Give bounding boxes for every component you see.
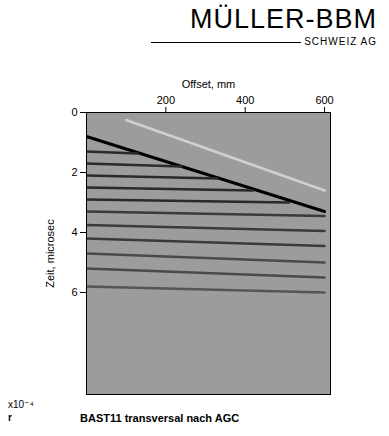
svg-text:Zeit, microsec: Zeit, microsec bbox=[44, 219, 56, 288]
svg-text:400: 400 bbox=[236, 94, 254, 106]
svg-text:6: 6 bbox=[71, 286, 77, 298]
svg-text:200: 200 bbox=[157, 94, 175, 106]
svg-text:0: 0 bbox=[71, 106, 77, 118]
html-text:r: r bbox=[8, 412, 12, 423]
svg-text:Offset, mm: Offset, mm bbox=[182, 78, 236, 90]
html-text:SCHWEIZ AG: SCHWEIZ AG bbox=[304, 36, 377, 47]
html-text:BAST11 transversal nach AGC: BAST11 transversal nach AGC bbox=[80, 412, 240, 424]
html-text:MÜLLER-BBM: MÜLLER-BBM bbox=[190, 4, 377, 34]
svg-text:2: 2 bbox=[71, 166, 77, 178]
svg-text:4: 4 bbox=[71, 226, 77, 238]
svg-text:600: 600 bbox=[315, 94, 333, 106]
html-text:x10⁻⁴: x10⁻⁴ bbox=[8, 399, 34, 410]
